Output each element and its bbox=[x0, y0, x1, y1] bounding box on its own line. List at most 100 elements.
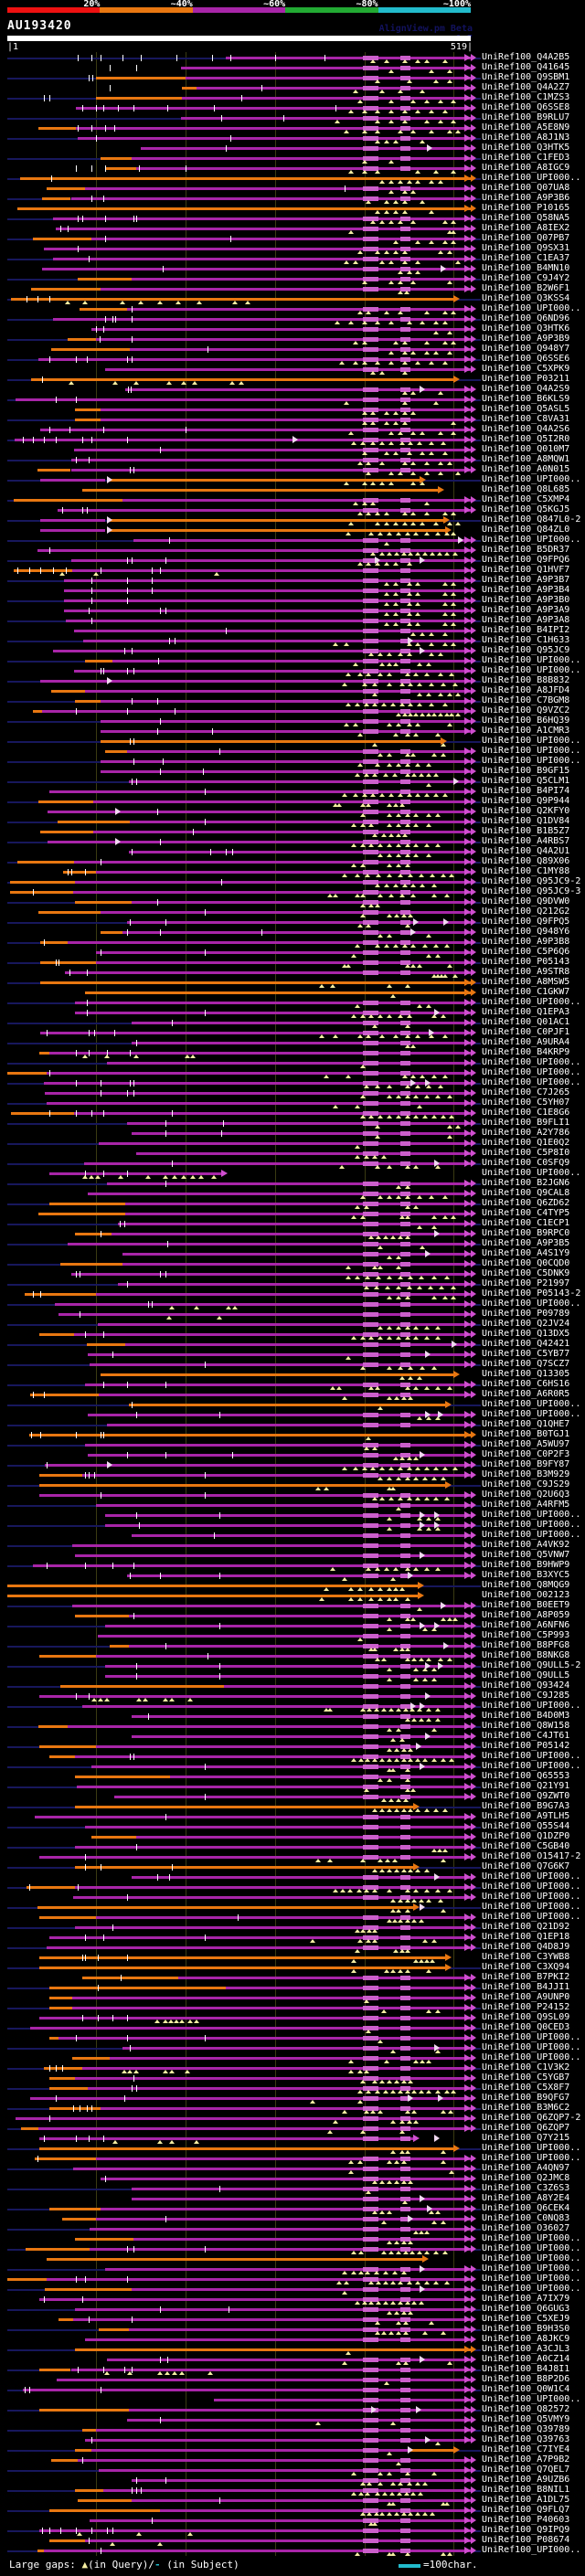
end-arrowhead-icon bbox=[464, 1562, 471, 1569]
query-gap-triangle-icon bbox=[356, 733, 363, 737]
segment-highlight bbox=[362, 669, 379, 673]
gap-tick-icon bbox=[37, 2156, 39, 2162]
end-arrowhead-icon bbox=[471, 617, 476, 624]
query-gap-triangle-icon bbox=[166, 1316, 173, 1320]
segment-highlight bbox=[362, 729, 379, 734]
query-gap-triangle-icon bbox=[378, 652, 384, 656]
query-gap-triangle-icon bbox=[186, 1698, 193, 1701]
query-gap-triangle-icon bbox=[426, 2090, 431, 2094]
end-arrowhead-icon bbox=[464, 164, 471, 172]
query-gap-triangle-icon bbox=[392, 1648, 399, 1651]
end-arrowhead-icon bbox=[464, 285, 471, 292]
query-gap-triangle-icon bbox=[375, 944, 381, 948]
segment-highlight bbox=[399, 2177, 411, 2181]
gap-tick-icon bbox=[106, 2528, 108, 2534]
alignment-segment bbox=[40, 1032, 471, 1034]
query-gap-triangle-icon bbox=[309, 2100, 315, 2104]
query-gap-triangle-icon bbox=[386, 984, 392, 988]
end-arrowhead-icon bbox=[471, 2537, 476, 2544]
query-gap-triangle-icon bbox=[420, 451, 426, 455]
query-gap-triangle-icon bbox=[395, 1195, 401, 1199]
mid-arrowhead-icon bbox=[106, 476, 112, 483]
query-gap-triangle-icon bbox=[446, 723, 452, 726]
query-gap-triangle-icon bbox=[388, 2251, 394, 2254]
alignment-segment bbox=[44, 248, 471, 250]
segment-highlight bbox=[399, 126, 411, 131]
query-gap-triangle-icon bbox=[451, 170, 457, 174]
query-gap-triangle-icon bbox=[406, 562, 412, 566]
query-gap-triangle-icon bbox=[82, 1175, 89, 1179]
query-gap-triangle-icon bbox=[441, 341, 448, 345]
segment-highlight bbox=[362, 2177, 379, 2181]
alignment-segment bbox=[10, 1112, 75, 1115]
query-gap-triangle-icon bbox=[384, 562, 389, 566]
query-gap-triangle-icon bbox=[356, 512, 363, 515]
end-arrowhead-icon bbox=[464, 215, 471, 222]
hit-label: UniRef100_Q6SSE8 bbox=[482, 102, 570, 112]
alignment-segment bbox=[39, 2147, 454, 2150]
query-gap-triangle-icon bbox=[356, 1597, 363, 1601]
query-gap-triangle-icon bbox=[431, 1014, 437, 1018]
query-gap-triangle-icon bbox=[408, 441, 414, 445]
query-gap-triangle-icon bbox=[340, 1889, 346, 1892]
query-gap-triangle-icon bbox=[392, 421, 399, 425]
query-gap-triangle-icon bbox=[428, 130, 434, 133]
query-gap-triangle-icon bbox=[404, 984, 410, 988]
segment-highlight bbox=[399, 367, 411, 372]
query-gap-triangle-icon bbox=[386, 2311, 392, 2315]
query-gap-triangle-icon bbox=[401, 120, 408, 123]
gap-tick-icon bbox=[69, 970, 70, 976]
end-arrowhead-icon bbox=[464, 2265, 471, 2273]
end-arrowhead-icon bbox=[471, 828, 476, 835]
end-arrowhead-icon bbox=[464, 2476, 471, 2484]
query-gap-triangle-icon bbox=[165, 2371, 171, 2375]
query-gap-triangle-icon bbox=[379, 663, 386, 666]
query-gap-triangle-icon bbox=[127, 2371, 133, 2375]
alignment-segment bbox=[95, 871, 471, 874]
alignment-segment bbox=[90, 1363, 471, 1366]
query-gap-triangle-icon bbox=[378, 2040, 384, 2043]
query-gap-triangle-icon bbox=[391, 2271, 398, 2274]
end-arrowhead-icon bbox=[471, 1632, 476, 1639]
segment-highlight bbox=[399, 408, 411, 412]
query-gap-triangle-icon bbox=[403, 2492, 410, 2496]
query-gap-triangle-icon bbox=[410, 220, 417, 224]
query-gap-triangle-icon bbox=[378, 1587, 384, 1591]
segment-highlight bbox=[362, 116, 379, 121]
gap-tick-icon bbox=[127, 1955, 129, 1961]
gap-tick-icon bbox=[160, 608, 162, 614]
end-arrowhead-icon bbox=[471, 1652, 476, 1659]
hit-label: UniRef100_P40603 bbox=[482, 2515, 570, 2525]
alignment-segment bbox=[73, 2318, 471, 2321]
end-arrowhead-icon bbox=[464, 84, 471, 91]
query-gap-triangle-icon bbox=[437, 180, 443, 184]
segment-highlight bbox=[399, 950, 411, 955]
segment-highlight bbox=[399, 508, 411, 513]
query-gap-triangle-icon bbox=[404, 673, 410, 676]
hit-label: UniRef100_UPI000.. bbox=[482, 303, 581, 313]
query-gap-triangle-icon bbox=[426, 1899, 431, 1903]
end-arrowhead-icon bbox=[471, 335, 476, 343]
alignment-segment bbox=[31, 378, 454, 381]
gap-tick-icon bbox=[82, 437, 84, 443]
alignment-segment bbox=[39, 2369, 71, 2371]
end-arrowhead-icon bbox=[464, 888, 471, 896]
segment-highlight bbox=[399, 1523, 411, 1528]
alignment-segment bbox=[57, 509, 471, 512]
hit-label: UniRef100_B9GF15 bbox=[482, 766, 570, 776]
query-gap-triangle-icon bbox=[109, 2542, 115, 2546]
query-gap-triangle-icon bbox=[404, 1597, 410, 1601]
segment-highlight bbox=[399, 1031, 411, 1035]
segment-highlight bbox=[399, 2116, 411, 2121]
alignment-segment bbox=[75, 2489, 103, 2492]
alignment-segment bbox=[49, 1987, 226, 1989]
query-gap-triangle-icon bbox=[404, 1648, 410, 1651]
end-arrowhead-icon bbox=[464, 798, 471, 805]
query-gap-triangle-icon bbox=[413, 1115, 420, 1118]
end-arrowhead-icon bbox=[464, 1150, 471, 1157]
query-gap-triangle-icon bbox=[428, 703, 434, 706]
query-gap-triangle-icon bbox=[415, 723, 421, 726]
alignment-segment bbox=[47, 2278, 471, 2281]
end-arrowhead-icon bbox=[471, 2356, 476, 2363]
gap-tick-icon bbox=[130, 919, 132, 926]
